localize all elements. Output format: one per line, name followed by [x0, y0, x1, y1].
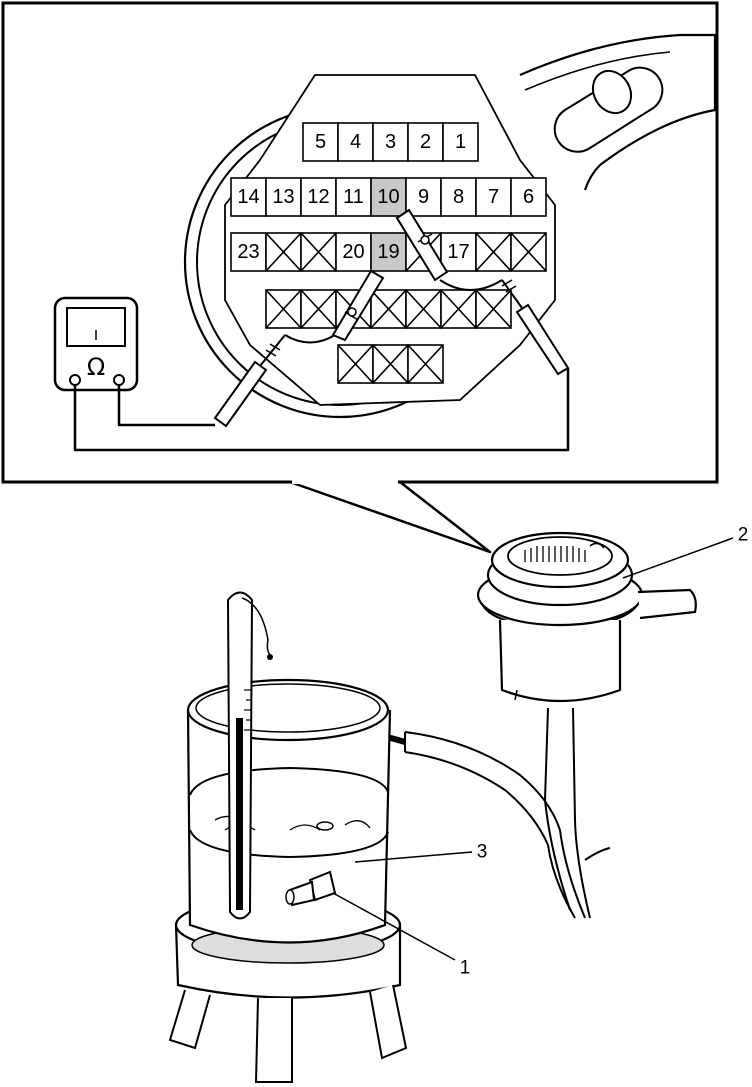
callout-1: 1	[460, 958, 471, 979]
pin-label: 12	[307, 186, 329, 208]
pin-cavity-empty	[300, 232, 337, 272]
pin-label: 20	[342, 241, 364, 263]
callouts: 2 3 1	[332, 525, 749, 979]
pin-cell-5: 5	[302, 122, 339, 162]
meter-terminal-left	[69, 374, 81, 386]
connector-pins	[524, 546, 586, 562]
pin-cavity-empty	[337, 344, 374, 384]
pin-label: 5	[315, 131, 326, 153]
pin-label: 10	[377, 186, 399, 208]
pin-cell-12: 12	[300, 177, 337, 217]
pin-label: 9	[418, 186, 429, 208]
pin-cell-11: 11	[335, 177, 372, 217]
pin-label: 1	[455, 131, 466, 153]
pin-label: 2	[420, 131, 431, 153]
pin-label: 6	[523, 186, 534, 208]
pin-cavity-empty	[265, 289, 302, 329]
pin-cell-1: 1	[442, 122, 479, 162]
pin-cavity-empty	[407, 344, 444, 384]
probe-left	[213, 334, 336, 428]
coolant-temperature-sensor	[285, 870, 337, 907]
pin-cavity-empty	[475, 289, 512, 329]
thermometer	[226, 591, 273, 920]
meter-terminal-right	[113, 374, 125, 386]
pin-cavity-empty	[405, 289, 442, 329]
pin-label: 8	[453, 186, 464, 208]
back-probe-clip-19	[331, 269, 385, 342]
pin-cell-3: 3	[372, 122, 409, 162]
pin-cell-23: 23	[230, 232, 267, 272]
pin-cell-9: 9	[405, 177, 442, 217]
pin-label: 19	[377, 241, 399, 263]
pin-label: 14	[237, 186, 259, 208]
pin-cavity-empty	[510, 232, 547, 272]
pin-cavity-empty	[372, 344, 409, 384]
pin-cavity-empty	[370, 289, 407, 329]
pin-cell-19: 19	[370, 232, 407, 272]
callout-3: 3	[477, 842, 488, 863]
water-beaker	[168, 591, 408, 1083]
pin-cell-20: 20	[335, 232, 372, 272]
pin-cell-6: 6	[510, 177, 547, 217]
pin-cell-13: 13	[265, 177, 302, 217]
pin-cell-10: 10	[370, 177, 407, 217]
pin-cavity-empty	[475, 232, 512, 272]
pin-cell-8: 8	[440, 177, 477, 217]
harness-connector	[476, 531, 697, 919]
test-leads	[73, 368, 570, 452]
pin-label: 4	[350, 131, 361, 153]
back-probe-clip-10	[395, 208, 449, 282]
callout-2: 2	[738, 525, 749, 546]
multimeter: Ω	[53, 296, 139, 392]
pin-cell-14: 14	[230, 177, 267, 217]
probe-right	[439, 279, 570, 376]
pin-cell-4: 4	[337, 122, 374, 162]
pin-label: 11	[343, 186, 364, 208]
handle-knob	[553, 66, 664, 153]
pin-label: 3	[385, 131, 396, 153]
pin-cell-2: 2	[407, 122, 444, 162]
pin-cavity-empty	[300, 289, 337, 329]
pin-cell-17: 17	[440, 232, 477, 272]
pin-label: 17	[447, 241, 469, 263]
detail-inset: 5 4 3 2 1 14 13 12 11 10 9 8 7 6 23 20 19 17 Ω	[1, 1, 719, 554]
ohm-symbol: Ω	[87, 353, 105, 381]
pin-label: 7	[488, 186, 499, 208]
pin-cell-7: 7	[475, 177, 512, 217]
pin-cavity-empty	[265, 232, 302, 272]
pin-label: 23	[237, 241, 259, 263]
pin-cavity-empty	[440, 289, 477, 329]
pin-label: 13	[272, 186, 294, 208]
